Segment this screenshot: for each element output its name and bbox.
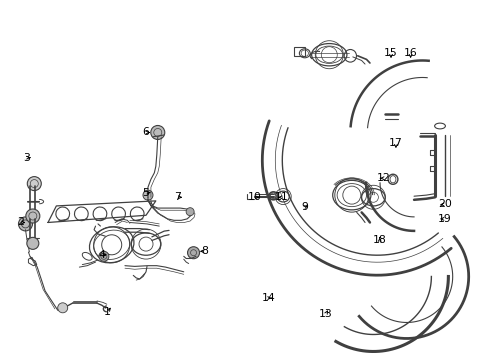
Circle shape [58,303,68,313]
Circle shape [27,237,39,249]
Text: 16: 16 [404,48,417,58]
Text: 19: 19 [438,214,452,224]
Circle shape [99,251,109,261]
Text: 14: 14 [262,293,275,303]
Text: 8: 8 [201,246,208,256]
Text: 20: 20 [438,199,452,210]
Text: 4: 4 [98,250,105,260]
Text: 17: 17 [389,138,403,148]
Text: 15: 15 [384,48,398,58]
Circle shape [19,217,32,231]
Circle shape [26,209,40,223]
Circle shape [27,177,41,190]
Text: 7: 7 [174,192,181,202]
Circle shape [188,247,199,259]
Text: 13: 13 [319,309,333,319]
Text: 2: 2 [17,217,24,228]
Text: 3: 3 [24,153,30,163]
Circle shape [186,208,194,216]
Text: 18: 18 [373,235,387,246]
Circle shape [151,126,165,139]
Text: 11: 11 [275,192,289,202]
Circle shape [143,190,153,200]
Text: 6: 6 [143,127,149,138]
Text: 1: 1 [103,307,110,318]
Text: 12: 12 [376,173,390,183]
Text: 10: 10 [248,192,262,202]
Polygon shape [48,201,156,222]
Text: 5: 5 [143,188,149,198]
Text: 9: 9 [301,202,308,212]
